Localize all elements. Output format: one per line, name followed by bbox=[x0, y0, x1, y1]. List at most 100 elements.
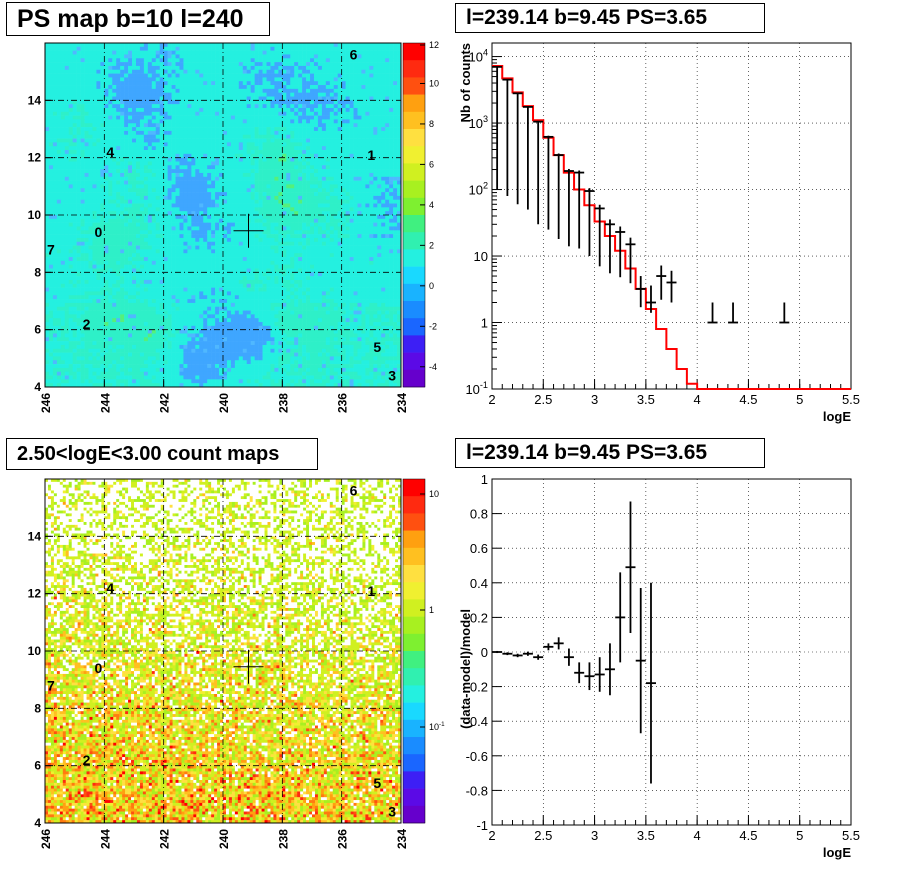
count-map-xtick-label: 236 bbox=[336, 829, 350, 849]
count-map-xtick-label: 240 bbox=[217, 829, 231, 849]
count-map-source-label-3: 3 bbox=[388, 804, 396, 820]
ps-map-xtick-label: 240 bbox=[217, 393, 231, 413]
ps-map-colorbar-swatch bbox=[403, 77, 425, 95]
count-map-source-label-1: 1 bbox=[367, 583, 375, 599]
ps-map-colorbar-label: -4 bbox=[429, 362, 437, 372]
br-title: l=239.14 b=9.45 PS=3.65 bbox=[455, 438, 765, 468]
count-map-ytick-label: 8 bbox=[34, 701, 41, 715]
ps-map-ytick-label: 6 bbox=[34, 323, 41, 337]
count-map-colorbar-swatch bbox=[403, 496, 425, 514]
ps-map-colorbar-swatch bbox=[403, 301, 425, 319]
bl-title: 2.50<logE<3.00 count maps bbox=[6, 438, 318, 470]
ps-map-colorbar-swatch bbox=[403, 181, 425, 199]
ps-map-colorbar-swatch bbox=[403, 370, 425, 388]
count-map-colorbar-swatch bbox=[403, 754, 425, 772]
count-map-colorbar-swatch bbox=[403, 548, 425, 566]
ps-map-colorbar-swatch bbox=[403, 198, 425, 216]
spectrum-frame bbox=[492, 43, 851, 389]
ps-map-colorbar-swatch bbox=[403, 129, 425, 147]
ps-map-ytick-label: 14 bbox=[28, 93, 42, 107]
ps-map-source-label-6: 6 bbox=[350, 46, 358, 62]
count-map-ytick-label: 4 bbox=[34, 816, 41, 830]
count-map-colorbar-swatch bbox=[403, 668, 425, 686]
residual-ytick-label: 0.4 bbox=[470, 576, 488, 591]
ps-map-source-label-3: 3 bbox=[388, 368, 396, 384]
count-map-source-label-2: 2 bbox=[83, 752, 91, 768]
spectrum-xtick-label: 4 bbox=[694, 392, 701, 407]
count-map-source-label-4: 4 bbox=[106, 580, 114, 596]
count-map-colorbar-swatch bbox=[403, 720, 425, 738]
ps-map-source-label-5: 5 bbox=[373, 339, 381, 355]
ps-map-colorbar-swatch bbox=[403, 215, 425, 233]
spectrum-ylabel: Nb of counts bbox=[458, 43, 473, 122]
ps-map-ytick-label: 12 bbox=[28, 151, 42, 165]
spectrum-ytick-label: 102 bbox=[468, 181, 488, 198]
spectrum-ytick-label: 10-1 bbox=[465, 380, 488, 397]
count-map-colorbar-swatch bbox=[403, 531, 425, 549]
count-map-colorbar-swatch bbox=[403, 806, 425, 824]
ps-map-xtick-label: 246 bbox=[39, 393, 53, 413]
ps-map-ytick-label: 10 bbox=[28, 208, 42, 222]
residual-ytick-label: 1 bbox=[481, 472, 488, 487]
count-map-xtick-label: 242 bbox=[158, 829, 172, 849]
ps-map-colorbar-label: 8 bbox=[429, 119, 434, 129]
count-map-xtick-label: 234 bbox=[395, 829, 409, 849]
count-map-colorbar-swatch bbox=[403, 771, 425, 789]
spectrum-xtick-label: 2.5 bbox=[534, 392, 552, 407]
residual-xtick-label: 4.5 bbox=[739, 828, 757, 843]
count-map-source-label-7: 7 bbox=[47, 677, 55, 693]
residual-ytick-label: -0.6 bbox=[466, 749, 488, 764]
ps-map-source-label-1: 1 bbox=[367, 147, 375, 163]
count-map-source-label-6: 6 bbox=[350, 482, 358, 498]
ps-map-source-label-4: 4 bbox=[106, 144, 114, 160]
ps-map-xtick-label: 234 bbox=[395, 393, 409, 413]
count-map-colorbar-swatch bbox=[403, 617, 425, 635]
ps-map-colorbar-swatch bbox=[403, 284, 425, 302]
residual-xlabel: logE bbox=[823, 845, 851, 860]
ps-map-colorbar-label: 6 bbox=[429, 159, 434, 169]
count-map-ytick-label: 14 bbox=[28, 529, 42, 543]
ps-map-colorbar-label: 0 bbox=[429, 281, 434, 291]
ps-map-source-label-2: 2 bbox=[83, 316, 91, 332]
ps-map-colorbar-label: 10 bbox=[429, 78, 439, 88]
residual-ytick-label: 0.6 bbox=[470, 541, 488, 556]
ps-map-colorbar-swatch bbox=[403, 112, 425, 130]
ps-map-colorbar-swatch bbox=[403, 335, 425, 353]
ps-map-colorbar-swatch bbox=[403, 267, 425, 285]
spectrum-ytick-label: 10 bbox=[474, 249, 488, 264]
count-map-colorbar-swatch bbox=[403, 789, 425, 807]
ps-map-colorbar-swatch bbox=[403, 232, 425, 250]
spectrum-ytick-label: 1 bbox=[481, 316, 488, 331]
residual-ytick-label: 0.8 bbox=[470, 507, 488, 522]
ps-map-colorbar-swatch bbox=[403, 43, 425, 61]
count-map-source-label-5: 5 bbox=[373, 775, 381, 791]
ps-map-ytick-label: 8 bbox=[34, 265, 41, 279]
count-map-colorbar-swatch bbox=[403, 651, 425, 669]
count-map-colorbar-label: 1 bbox=[429, 605, 434, 615]
ps-map-colorbar-swatch bbox=[403, 249, 425, 267]
count-map-colorbar-label: 10-1 bbox=[429, 721, 445, 732]
spectrum-xtick-label: 2 bbox=[488, 392, 495, 407]
residual-xtick-label: 2 bbox=[488, 828, 495, 843]
count-map-colorbar-label: 10 bbox=[429, 489, 439, 499]
residual-ytick-label: -1 bbox=[476, 818, 488, 833]
count-map-colorbar-swatch bbox=[403, 513, 425, 531]
residual-xtick-label: 3.5 bbox=[637, 828, 655, 843]
count-map-xtick-label: 244 bbox=[98, 829, 112, 849]
ps-map-xtick-label: 244 bbox=[98, 393, 112, 413]
count-map-colorbar-swatch bbox=[403, 565, 425, 583]
ps-map-colorbar-label: 4 bbox=[429, 200, 434, 210]
ps-map-colorbar-swatch bbox=[403, 163, 425, 181]
count-map-ytick-label: 12 bbox=[28, 587, 42, 601]
count-map-colorbar-swatch bbox=[403, 582, 425, 600]
residual-frame bbox=[492, 479, 851, 825]
ps-map-xtick-label: 238 bbox=[276, 393, 290, 413]
residual-xtick-label: 5 bbox=[796, 828, 803, 843]
count-map-xtick-label: 238 bbox=[276, 829, 290, 849]
count-map-xtick-label: 246 bbox=[39, 829, 53, 849]
ps-map-source-label-7: 7 bbox=[47, 241, 55, 257]
spectrum-xtick-label: 4.5 bbox=[739, 392, 757, 407]
ps-map-colorbar-swatch bbox=[403, 60, 425, 77]
ps-map-source-label-0: 0 bbox=[95, 224, 103, 240]
